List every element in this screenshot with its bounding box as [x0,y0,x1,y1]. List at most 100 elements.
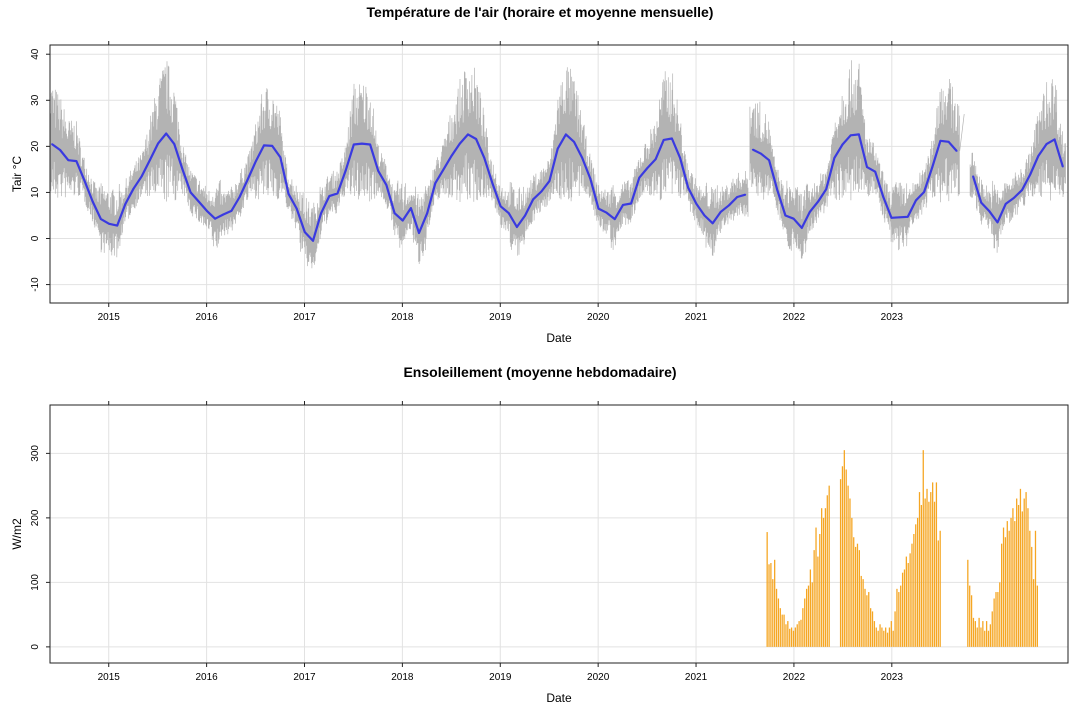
monthly-mean-line-segment-3 [972,138,1064,224]
sunshine-bar [789,628,791,647]
sunshine-bar [886,632,889,647]
monthly-mean-point [874,170,877,173]
sunshine-bar [862,579,864,647]
sunshine-bar [1014,521,1016,647]
monthly-mean-point [51,143,53,146]
sunshine-bar [984,630,986,647]
x-tick-label: 2023 [881,672,904,683]
sunshine-bar [1034,530,1037,647]
monthly-mean-point [817,200,819,203]
monthly-mean-point [744,193,747,196]
monthly-mean-point [157,142,159,145]
sunshine-bar [879,624,881,647]
sunshine-bar [970,595,973,647]
monthly-mean-point [214,217,217,220]
monthly-mean-point [450,154,453,157]
sunshine-bar [976,627,978,647]
monthly-mean-point [100,218,102,221]
monthly-mean-point [75,160,78,163]
x-tick-label: 2018 [391,312,414,323]
sunshine-bar [804,598,806,647]
sunshine-bar [777,598,780,647]
monthly-mean-point [687,186,690,189]
monthly-mean-point [898,216,901,219]
monthly-mean-point [939,139,942,142]
monthly-mean-point [532,198,535,201]
sunshine-bar [892,630,894,647]
monthly-mean-point [410,207,412,210]
monthly-mean-point [434,182,437,185]
sunshine-bar [870,608,872,647]
monthly-mean-point [352,143,355,146]
sunshine-bar [915,524,917,647]
monthly-mean-point [173,143,176,146]
sunshine-bar [845,469,847,647]
sunshine-bar [815,527,817,647]
x-tick-label: 2017 [293,672,316,683]
monthly-mean-point [369,143,371,146]
monthly-mean-point [1004,203,1007,205]
sunshine-chart-title: Ensoleillement (moyenne hebdomadaire) [403,364,676,380]
sunshine-bar [792,630,795,647]
monthly-mean-point [507,212,510,215]
sunshine-bar [1008,530,1010,647]
monthly-mean-point [344,169,347,172]
monthly-mean-point [1053,138,1056,141]
monthly-mean-point [776,189,779,192]
sunshine-bar [877,630,879,647]
monthly-mean-point [597,207,600,210]
temperature-y-axis-label: Tair °C [10,156,24,192]
monthly-mean-point [263,144,265,147]
monthly-mean-point [303,231,306,234]
sunshine-bar [858,550,860,647]
monthly-mean-point [890,216,893,219]
sunshine-bar [995,592,997,647]
sunshine-bar [883,630,885,647]
monthly-mean-line-segment-1 [51,132,746,242]
monthly-mean-point [768,159,770,162]
sunshine-bar [796,624,798,647]
temperature-hourly-series [50,60,1066,269]
sunshine-bar [849,498,851,647]
monthly-mean-point [671,137,673,140]
sunshine-bar [997,592,999,647]
monthly-mean-point [1029,173,1032,176]
sunshine-bar [1027,508,1029,647]
sunshine-bar [866,595,868,647]
sunshine-bar [905,556,907,647]
sunshine-bar [935,482,938,647]
sunshine-bar [1012,508,1014,647]
monthly-mean-point [295,207,298,210]
monthly-mean-point [320,212,322,215]
monthly-mean-point [108,222,110,225]
monthly-mean-point [116,224,119,227]
monthly-mean-point [491,182,494,185]
monthly-mean-point [825,188,828,191]
sunshine-bar [918,492,921,647]
monthly-mean-point [67,159,70,162]
monthly-mean-point [947,140,950,143]
monthly-mean-point [915,199,917,202]
sunshine-bar [775,588,778,647]
monthly-mean-point [792,217,795,220]
y-tick-label: 30 [30,94,41,106]
sunshine-bar [841,466,844,647]
monthly-mean-point [377,169,380,172]
monthly-mean-point [573,140,575,143]
monthly-mean-point [516,226,518,228]
hourly-temperature-trace [50,60,1066,269]
monthly-mean-point [140,175,143,178]
sunshine-bar [766,532,768,647]
sunshine-bar [785,624,787,647]
temperature-plot-frame [49,44,1069,304]
monthly-mean-point [662,139,665,141]
sunshine-bar [868,592,870,647]
monthly-mean-point [238,196,241,198]
monthly-mean-point [931,166,934,169]
sunshine-bar [985,621,988,647]
sunshine-bar [1023,498,1025,647]
monthly-mean-point [548,180,551,182]
monthly-mean-point [328,195,331,198]
sunshine-bar [853,537,855,647]
sunshine-bar [881,627,883,647]
